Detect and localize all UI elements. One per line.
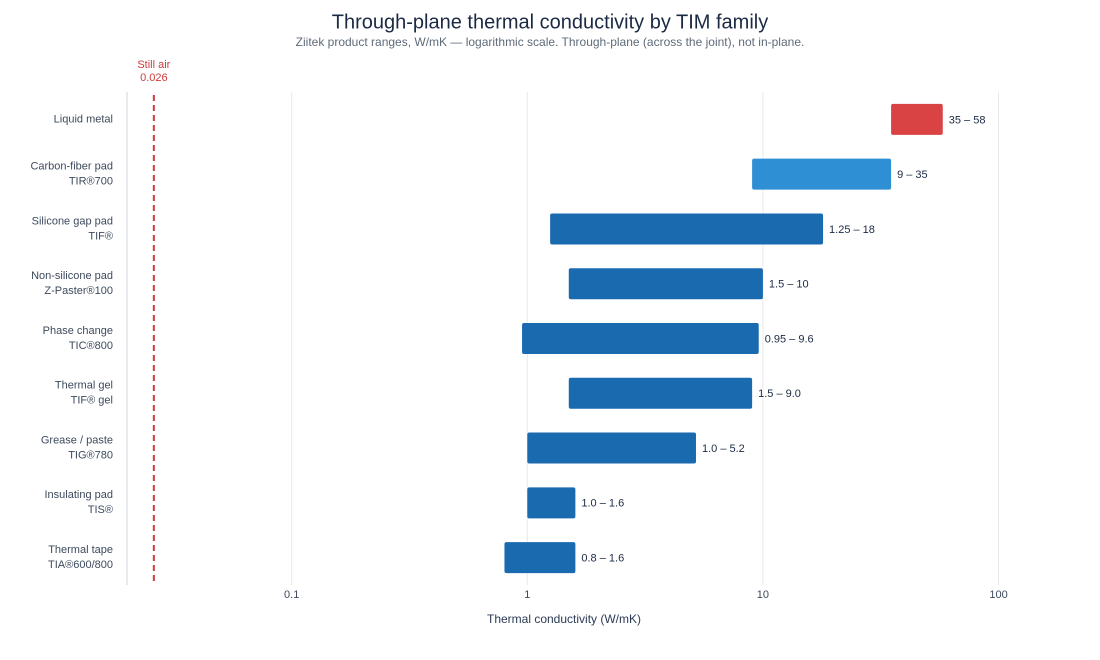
value-label: 1.5 – 9.0: [758, 388, 801, 400]
y-tick-label: Phase change: [43, 325, 113, 337]
bar: [550, 213, 824, 245]
y-tick-label: Non-silicone pad: [31, 270, 113, 282]
bar: [752, 158, 892, 190]
y-tick-label: Carbon-fiber pad: [30, 161, 113, 173]
x-tick-label: 1: [524, 589, 530, 601]
chart-subtitle: Ziitek product ranges, W/mK — logarithmi…: [296, 35, 805, 49]
bar: [504, 542, 576, 574]
bar: [891, 103, 943, 135]
value-label: 9 – 35: [897, 169, 928, 181]
x-tick-label: 10: [757, 589, 769, 601]
y-tick-label: Insulating pad: [45, 489, 114, 501]
reference-label: Still air: [137, 59, 170, 71]
x-tick-label: 0.1: [284, 589, 299, 601]
value-label: 1.0 – 5.2: [702, 443, 745, 455]
chart-title: Through-plane thermal conductivity by TI…: [332, 11, 768, 33]
y-tick-label: TIS®: [88, 504, 113, 516]
value-label: 1.25 – 18: [829, 224, 875, 236]
y-tick-label: Grease / paste: [41, 434, 113, 446]
value-label: 1.0 – 1.6: [581, 498, 624, 510]
y-tick-label: TIG®780: [68, 449, 113, 461]
bar: [568, 268, 763, 300]
x-tick-label: 100: [989, 589, 1007, 601]
y-tick-label: TIF®: [88, 230, 113, 242]
value-label: 0.8 – 1.6: [581, 553, 624, 565]
y-tick-label: TIR®700: [69, 176, 113, 188]
y-tick-label: Z-Paster®100: [44, 285, 113, 297]
y-tick-label: Thermal tape: [48, 544, 113, 556]
value-label: 1.5 – 10: [769, 279, 809, 291]
x-axis-label: Thermal conductivity (W/mK): [487, 612, 641, 626]
y-tick-label: TIA®600/800: [48, 559, 113, 571]
y-tick-label: TIF® gel: [71, 395, 113, 407]
bar: [527, 487, 576, 519]
y-tick-label: Silicone gap pad: [32, 215, 113, 227]
y-tick-label: Thermal gel: [55, 380, 113, 392]
bar: [568, 377, 753, 409]
value-label: 0.95 – 9.6: [765, 333, 814, 345]
bar: [527, 432, 696, 464]
reference-value: 0.026: [140, 72, 168, 84]
value-label: 35 – 58: [949, 114, 986, 126]
y-tick-label: Liquid metal: [54, 113, 113, 125]
y-tick-label: TIC®800: [69, 340, 113, 352]
bar: [522, 323, 759, 354]
